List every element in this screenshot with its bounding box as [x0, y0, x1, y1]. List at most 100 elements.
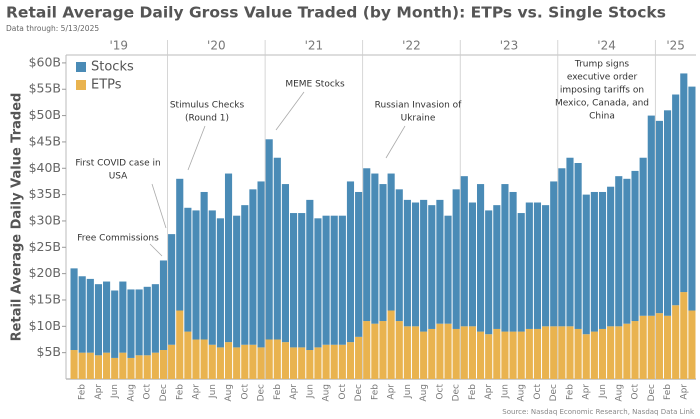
bar-segment [509, 191, 517, 332]
bar-segment [639, 315, 647, 379]
y-tick-label: $60B [29, 54, 61, 69]
bar-segment [249, 189, 257, 345]
bar-segment [330, 215, 338, 345]
x-tick-label: Oct [240, 384, 250, 400]
bar-segment [192, 339, 200, 379]
source: Source: Nasdaq Economic Research, Nasdaq… [502, 408, 695, 416]
bar-segment [135, 355, 143, 379]
x-tick-label: Oct [338, 384, 348, 400]
bar-segment [688, 310, 696, 379]
y-tick-label: $30B [29, 212, 61, 227]
annotation: Ukraine [401, 114, 436, 124]
annotation-arrow [151, 183, 167, 229]
x-tick-label: Jun [598, 384, 608, 399]
annotation-arrow [385, 125, 406, 159]
bar-segment [200, 191, 208, 340]
bar-segment [143, 286, 151, 356]
y-tick-label: $45B [29, 133, 61, 148]
bar-segment [517, 213, 525, 332]
bar-segment [192, 210, 200, 340]
bar-segment [582, 194, 590, 335]
x-tick-label: Aug [419, 384, 429, 402]
bar-segment [501, 184, 509, 332]
bar-segment [615, 326, 623, 379]
bar-segment [322, 344, 330, 379]
year-label: '21 [305, 39, 324, 53]
bar-segment [241, 205, 249, 345]
annotation: Russian Invasion of [375, 101, 462, 111]
bar-segment [86, 352, 94, 379]
bar-segment [444, 323, 452, 379]
bar-segment [663, 315, 672, 379]
year-label: '25 [666, 39, 685, 53]
bar-segment [224, 342, 233, 379]
bar-segment [501, 331, 509, 379]
bar-segment [566, 326, 574, 379]
bar-segment [485, 210, 493, 335]
year-label: '24 [597, 39, 616, 53]
bar-segment [639, 157, 647, 316]
y-tick-label: $20B [29, 265, 61, 280]
bar-segment [346, 342, 355, 379]
year-label: '23 [500, 39, 519, 53]
bar-segment [607, 326, 615, 379]
x-tick-label: Apr [94, 384, 104, 400]
x-tick-label: Dec [159, 384, 169, 401]
y-tick-label: $10B [29, 318, 61, 333]
bar-segment [379, 321, 387, 379]
bar-segment [168, 344, 176, 379]
y-tick-label: $5B [37, 344, 61, 359]
bar-segment [371, 323, 379, 379]
x-tick-label: Jun [305, 384, 315, 399]
legend-label: Stocks [91, 60, 134, 75]
bar-segment [168, 234, 176, 345]
bar-segment [607, 186, 615, 327]
bar-segment [70, 268, 78, 351]
bar-segment [647, 315, 655, 379]
bar-segment [119, 352, 127, 379]
bar-segment [566, 157, 574, 327]
legend-label: ETPs [91, 78, 122, 93]
bar-segment [273, 339, 281, 379]
x-tick-label: Feb [370, 384, 380, 400]
x-tick-label: Oct [631, 384, 641, 400]
x-tick-label: Apr [484, 384, 494, 400]
bar-segment [411, 326, 420, 379]
chart-title: Retail Average Daily Gross Value Traded … [6, 4, 666, 22]
bar-segment [290, 347, 298, 379]
bar-segment [224, 173, 233, 343]
bar-segment [103, 281, 111, 353]
bar-segment [322, 215, 330, 345]
bar-segment [94, 284, 103, 356]
bar-segment [395, 189, 403, 322]
bar-segment [330, 344, 338, 379]
bar-segment [346, 181, 355, 343]
annotation: imposing tariffs on [560, 86, 644, 96]
bar-segment [533, 202, 542, 329]
bar-segment [582, 334, 590, 379]
bar-segment [119, 281, 127, 353]
bar-segment [355, 191, 363, 337]
y-tick-label: $40B [29, 160, 61, 175]
bar-segment [176, 178, 184, 311]
bar-segment [379, 184, 387, 322]
bar-segment [184, 331, 192, 379]
y-tick-label: $55B [29, 81, 61, 96]
y-tick-label: $35B [29, 186, 61, 201]
annotation: Mexico, Canada, and [555, 99, 649, 109]
x-tick-label: Jun [403, 384, 413, 399]
bar-segment [159, 260, 168, 351]
bar-segment [355, 336, 363, 379]
bar-segment [176, 310, 184, 379]
x-tick-label: Jun [110, 384, 120, 399]
bar-segment [281, 342, 290, 379]
bar-segment [476, 331, 485, 379]
bar-segment [558, 168, 566, 327]
annotation: executive order [567, 73, 638, 83]
bar-segment [574, 163, 582, 329]
x-tick-label: Apr [387, 384, 397, 400]
x-tick-label: Jun [208, 384, 218, 399]
annotation: Free Commissions [77, 234, 159, 244]
x-tick-label: Aug [224, 384, 234, 402]
bar-segment [444, 215, 452, 324]
